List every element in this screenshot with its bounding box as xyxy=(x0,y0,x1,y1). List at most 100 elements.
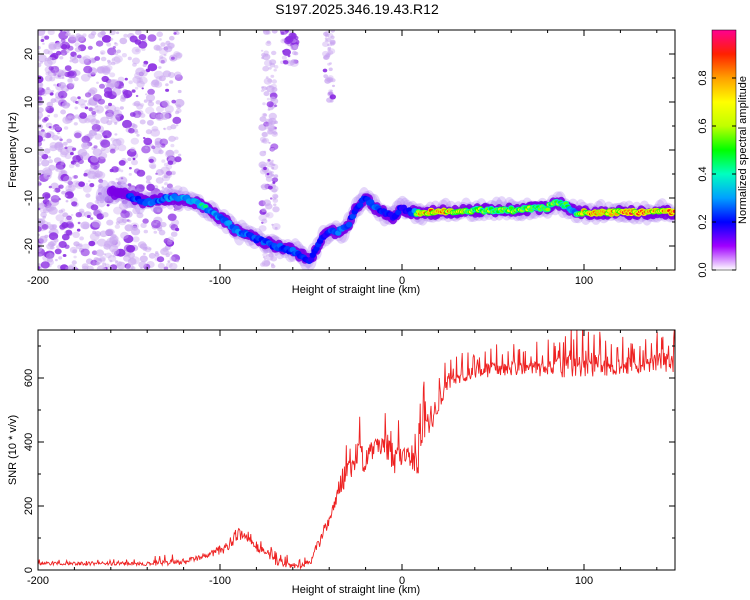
noise-speck xyxy=(127,157,132,162)
noise-speck xyxy=(67,78,73,83)
noise-speck xyxy=(105,263,110,268)
noise-speck xyxy=(38,111,44,119)
noise-speck xyxy=(269,197,273,200)
noise-speck xyxy=(46,57,57,65)
colorbar-tick-label: 0.6 xyxy=(697,118,709,133)
noise-speck xyxy=(268,112,277,120)
noise-speck xyxy=(96,196,102,201)
noise-speck xyxy=(65,221,74,228)
noise-speck xyxy=(77,221,81,225)
y-tick-label: 0 xyxy=(23,147,35,153)
noise-speck xyxy=(57,148,63,153)
noise-speck xyxy=(274,226,278,230)
noise-speck xyxy=(56,245,61,249)
noise-speck xyxy=(102,212,109,218)
noise-speck xyxy=(136,77,143,83)
x-tick-label: -200 xyxy=(27,275,49,287)
noise-speck xyxy=(55,125,61,131)
noise-speck xyxy=(103,147,111,154)
noise-speck xyxy=(87,102,92,106)
noise-speck xyxy=(47,56,53,61)
noise-speck xyxy=(114,133,118,136)
noise-speck xyxy=(147,63,158,72)
noise-speck xyxy=(155,169,164,176)
noise-speck xyxy=(62,175,72,184)
noise-speck xyxy=(95,261,100,265)
noise-speck xyxy=(61,101,70,109)
noise-speck xyxy=(170,186,174,190)
noise-speck xyxy=(291,59,297,64)
noise-speck xyxy=(38,162,41,167)
noise-speck xyxy=(150,79,160,88)
noise-speck xyxy=(60,41,71,50)
noise-speck xyxy=(329,42,333,45)
noise-speck xyxy=(117,176,128,185)
noise-speck xyxy=(113,55,123,63)
noise-speck xyxy=(132,102,137,107)
noise-speck xyxy=(80,152,90,160)
noise-speck xyxy=(120,169,124,173)
noise-speck xyxy=(271,177,279,183)
noise-speck xyxy=(73,122,78,126)
noise-speck xyxy=(265,176,273,182)
noise-speck xyxy=(101,31,106,36)
noise-speck xyxy=(50,195,60,203)
colorbar-label: Normalized spectral amplitude xyxy=(737,76,749,224)
colorbar-gradient xyxy=(711,29,737,271)
noise-speck xyxy=(38,182,41,186)
noise-speck xyxy=(135,94,139,98)
noise-speck xyxy=(117,76,125,83)
noise-speck xyxy=(171,56,175,60)
noise-speck xyxy=(148,158,154,163)
noise-speck xyxy=(99,83,105,89)
noise-speck xyxy=(107,79,117,88)
noise-speck xyxy=(82,55,91,62)
noise-speck xyxy=(72,155,82,163)
noise-speck xyxy=(38,75,44,84)
noise-speck xyxy=(128,173,132,176)
noise-speck xyxy=(47,241,55,247)
noise-speck xyxy=(60,71,66,76)
noise-speck xyxy=(68,184,72,188)
noise-speck xyxy=(134,86,139,90)
noise-speck xyxy=(73,175,78,179)
noise-speck xyxy=(38,253,43,258)
noise-speck xyxy=(64,146,68,150)
noise-speck xyxy=(38,156,43,163)
noise-speck xyxy=(48,126,52,129)
noise-speck xyxy=(263,30,270,35)
noise-speck xyxy=(132,157,136,161)
noise-speck xyxy=(270,263,275,266)
y-tick-label: 20 xyxy=(23,48,35,60)
noise-speck xyxy=(53,189,57,193)
noise-speck xyxy=(55,214,65,222)
noise-speck xyxy=(262,65,270,72)
x-tick-label: 100 xyxy=(575,575,593,587)
spectrogram-x-label: Height of straight line (km) xyxy=(292,284,420,296)
noise-speck xyxy=(161,186,165,189)
noise-speck xyxy=(174,204,184,212)
noise-speck xyxy=(67,184,77,192)
noise-speck xyxy=(79,112,87,119)
noise-speck xyxy=(79,236,84,241)
noise-speck xyxy=(123,93,130,99)
noise-speck xyxy=(74,114,80,119)
noise-speck xyxy=(265,76,269,79)
noise-speck xyxy=(292,44,299,49)
noise-speck xyxy=(167,160,174,166)
ridge-mid xyxy=(356,202,364,208)
noise-speck xyxy=(60,109,66,115)
noise-speck xyxy=(94,199,100,204)
noise-speck xyxy=(91,107,95,111)
noise-speck xyxy=(88,240,96,247)
noise-speck xyxy=(128,219,132,223)
noise-speck xyxy=(65,200,69,203)
noise-speck xyxy=(148,162,157,169)
noise-speck xyxy=(132,225,138,231)
noise-speck xyxy=(325,52,331,58)
noise-speck xyxy=(163,127,166,130)
noise-speck xyxy=(134,39,142,45)
noise-speck xyxy=(94,105,104,114)
